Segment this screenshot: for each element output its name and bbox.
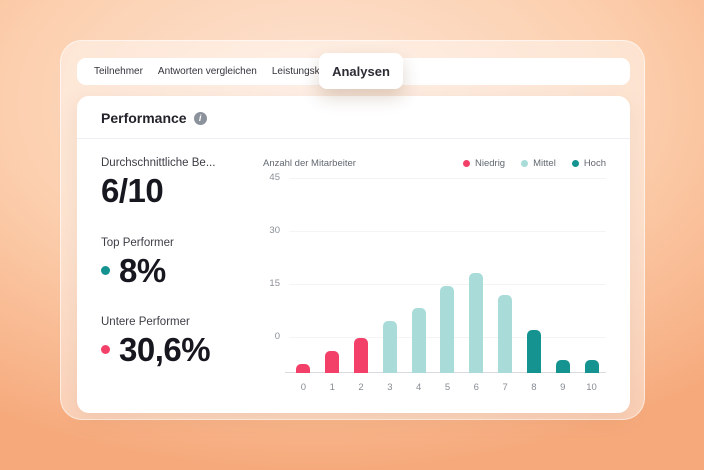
bar[interactable] (469, 273, 484, 373)
gridline (289, 231, 606, 232)
stats-column: Durchschnittliche Be... 6/10 Top Perform… (101, 157, 263, 396)
analytics-widget-card: Teilnehmer Antworten vergleichen Leistun… (60, 40, 645, 420)
stat-value: 30,6% (119, 331, 211, 369)
bar-column: 2 (347, 178, 376, 395)
plot-area: 0 1 2 3 4 5 6 7 8 9 10 (285, 178, 606, 395)
legend-label: Niedrig (475, 157, 506, 169)
x-tick-label: 0 (300, 381, 307, 393)
panel-content: Durchschnittliche Be... 6/10 Top Perform… (77, 139, 630, 396)
bar[interactable] (411, 308, 426, 373)
bar-chart: Anzahl der Mitarbeiter Niedrig Mittel Hoch… (263, 157, 606, 396)
bar-column: 9 (548, 178, 577, 395)
chart-header: Anzahl der Mitarbeiter Niedrig Mittel Hoch (263, 157, 606, 169)
x-tick-label: 2 (358, 381, 364, 393)
plot: 45 30 15 0 0 1 2 3 4 5 6 7 8 9 10 (263, 173, 606, 395)
x-tick-label: 10 (586, 381, 597, 393)
tab-antworten-vergleichen[interactable]: Antworten vergleichen (157, 66, 257, 77)
stat-label: Durchschnittliche Be... (101, 157, 216, 169)
y-axis: 45 30 15 0 (263, 173, 289, 373)
teal-dot-icon (101, 265, 110, 275)
stat-value-row: 30,6% (101, 330, 263, 370)
bar-column: 8 (520, 178, 549, 395)
legend-item: Hoch (571, 157, 606, 169)
gridline (289, 284, 606, 285)
bar[interactable] (526, 330, 541, 373)
x-tick-label: 8 (531, 381, 537, 393)
tab-teilnehmer[interactable]: Teilnehmer (94, 66, 143, 77)
chart-title: Anzahl der Mitarbeiter (263, 157, 356, 169)
pink-dot-icon (101, 345, 110, 355)
stat-value-row: 6/10 (101, 171, 263, 211)
bar[interactable] (555, 360, 570, 373)
stat-untere-performer: Untere Performer 30,6% (101, 316, 263, 370)
x-tick-label: 3 (387, 381, 393, 393)
legend-dot-icon (463, 159, 470, 167)
bar-column: 6 (462, 178, 491, 395)
x-tick-label: 4 (416, 381, 422, 393)
bar-column: 5 (433, 178, 462, 395)
x-tick-label: 1 (329, 381, 335, 393)
bar[interactable] (354, 338, 369, 373)
bar[interactable] (296, 364, 311, 373)
bar-column: 0 (289, 178, 318, 395)
bar-column: 7 (491, 178, 520, 395)
tab-analysen-active[interactable]: Analysen (319, 53, 403, 89)
stat-value-row: 8% (101, 251, 263, 291)
stat-value: 8% (119, 251, 166, 289)
stat-average-rating: Durchschnittliche Be... 6/10 (101, 157, 263, 211)
bar-chart-bars: 0 1 2 3 4 5 6 7 8 9 10 (289, 178, 606, 395)
y-tick-label: 30 (269, 225, 280, 236)
bar[interactable] (382, 321, 397, 373)
info-icon[interactable]: i (193, 111, 207, 125)
stat-value: 6/10 (101, 172, 164, 209)
legend-item: Niedrig (463, 158, 505, 169)
x-tick-label: 5 (444, 381, 451, 393)
performance-panel: Performance i Durchschnittliche Be... 6/… (77, 96, 630, 413)
bar[interactable] (325, 351, 340, 373)
legend-label: Hoch (583, 157, 606, 169)
panel-title: Performance (101, 110, 187, 126)
y-tick-label: 45 (269, 172, 280, 183)
bar-column: 10 (577, 178, 606, 395)
panel-header: Performance i (77, 96, 630, 139)
gridline (289, 178, 606, 179)
bar[interactable] (584, 360, 599, 373)
stat-label: Untere Performer (101, 316, 190, 329)
y-tick-label: 0 (274, 331, 280, 342)
tab-leistungskarte[interactable]: Leistungskarte (271, 66, 337, 77)
stat-top-performer: Top Performer 8% (101, 237, 263, 291)
x-tick-label: 6 (473, 381, 479, 393)
bar[interactable] (440, 286, 455, 373)
legend-label: Mittel (533, 157, 556, 169)
legend-dot-icon (521, 159, 529, 167)
legend-dot-icon (571, 159, 579, 167)
bar-column: 3 (375, 178, 404, 395)
bar[interactable] (498, 295, 513, 373)
bar-column: 1 (318, 178, 347, 395)
x-tick-label: 7 (502, 381, 508, 393)
legend-item: Mittel (521, 158, 556, 169)
chart-legend: Niedrig Mittel Hoch (463, 158, 606, 169)
stat-label: Top Performer (101, 236, 174, 249)
x-tick-label: 9 (560, 381, 566, 393)
y-tick-label: 15 (269, 278, 280, 289)
bar-column: 4 (404, 178, 433, 395)
